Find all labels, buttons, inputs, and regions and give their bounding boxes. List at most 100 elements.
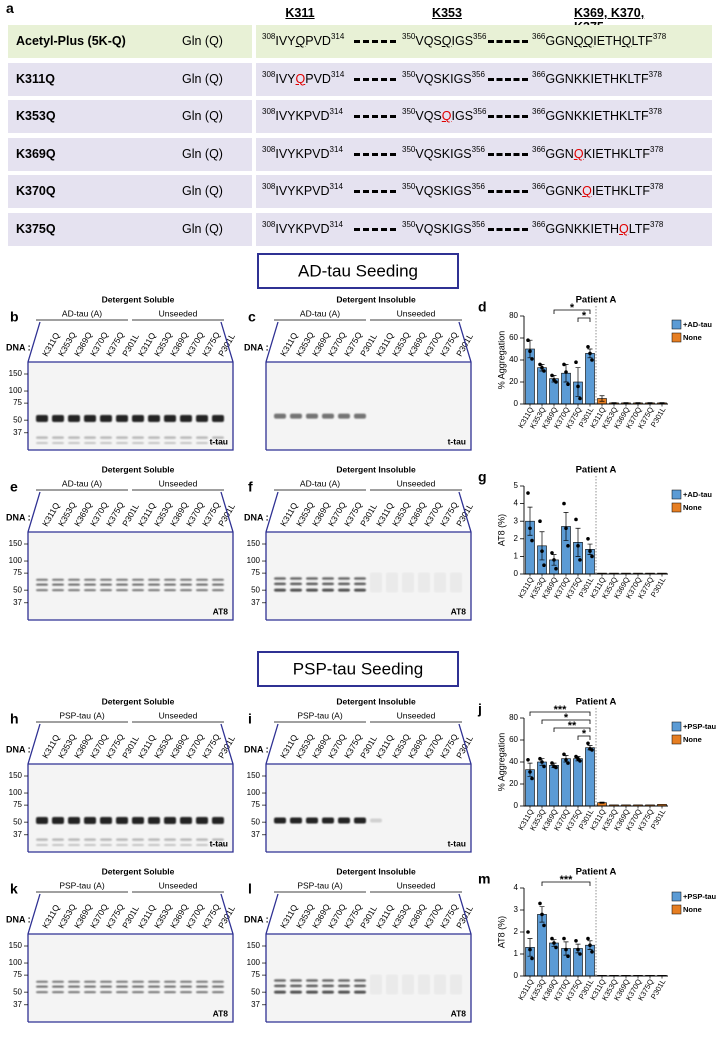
band: [274, 413, 286, 419]
band: [68, 991, 80, 994]
blot-title: Detergent Insoluble: [336, 464, 416, 474]
residue-number: 308: [262, 144, 276, 154]
band: [100, 816, 112, 824]
band: [212, 838, 224, 841]
band: [164, 414, 176, 422]
band: [196, 985, 208, 988]
band: [68, 985, 80, 988]
residue-number: 356: [471, 144, 485, 154]
residue-number: 314: [330, 32, 345, 41]
band: [196, 442, 208, 445]
band: [306, 990, 318, 994]
band: [52, 442, 64, 445]
residues: Q: [621, 34, 632, 48]
residue-number: 366: [532, 32, 546, 41]
marker-label: 50: [13, 585, 22, 594]
band: [274, 979, 286, 982]
residues: QQ: [573, 34, 594, 48]
band: [100, 414, 112, 422]
row-box: [8, 62, 252, 96]
band: [274, 817, 286, 824]
band: [132, 985, 144, 988]
data-point: [562, 501, 566, 506]
band: [148, 991, 160, 994]
band: [68, 816, 80, 824]
group-label: Unseeded: [397, 710, 436, 720]
y-tick-label: 0: [514, 569, 519, 578]
data-point: [554, 380, 558, 384]
sequence: 366GGNKQIETHKLTF378: [532, 183, 663, 199]
band: [84, 985, 96, 988]
data-point: [530, 538, 534, 543]
row-name: K375Q: [16, 222, 56, 236]
sequence: 308IVYKPVD314: [262, 108, 343, 124]
band: [164, 442, 176, 445]
dna-label: DNA :: [6, 342, 31, 352]
legend-label: +AD-tau: [683, 490, 712, 499]
blot-frame: [265, 321, 472, 451]
marker-label: 150: [9, 941, 23, 950]
legend-label: +PSP-tau: [683, 722, 717, 731]
band: [338, 577, 350, 580]
blot-title: Detergent Soluble: [102, 294, 175, 304]
band: [132, 436, 144, 439]
sequence: 366GGNQQIETHQLTF378: [532, 32, 666, 49]
bar: [537, 914, 547, 977]
band: [274, 588, 286, 592]
data-point: [540, 912, 544, 917]
band: [212, 816, 224, 824]
dash-line: [354, 40, 396, 43]
band: [338, 582, 350, 586]
group-label: PSP-tau (A): [59, 710, 105, 720]
marker-label: 100: [9, 788, 23, 797]
data-point: [526, 491, 530, 495]
residue-number: 356: [471, 220, 485, 229]
panel-letter: f: [248, 479, 253, 495]
blot-frame: [27, 723, 234, 853]
band: [100, 578, 112, 581]
y-axis-label: AT8 (%): [496, 514, 506, 546]
residues: IVYKPVD: [275, 222, 330, 236]
residues: IETHKLTF: [591, 184, 651, 199]
axes: [523, 486, 668, 575]
band: [52, 578, 64, 581]
band: [84, 583, 96, 586]
group-label: AD-tau (A): [62, 308, 102, 318]
error-bar: [599, 395, 605, 402]
band: [132, 991, 144, 994]
band: [36, 578, 48, 581]
residue-number: 378: [648, 107, 662, 117]
y-tick-label: 3: [514, 516, 519, 525]
band: [116, 816, 128, 824]
marker-label: 37: [251, 1000, 260, 1009]
group-label: PSP-tau (A): [297, 880, 343, 890]
row-residue: Gln (Q): [182, 71, 223, 86]
significance-label: ***: [554, 704, 568, 716]
band: [52, 985, 64, 988]
band: [148, 980, 160, 983]
residue-number: 314: [329, 182, 343, 192]
antibody-label: t-tau: [210, 838, 228, 848]
error-bar: [611, 402, 617, 404]
marker-label: 75: [13, 568, 22, 577]
band: [274, 582, 286, 586]
band: [180, 583, 192, 586]
band: [116, 414, 128, 422]
legend-swatch: [671, 734, 682, 745]
band: [36, 589, 48, 592]
marker-label: 37: [13, 598, 22, 607]
dash-line: [488, 115, 528, 119]
band: [306, 582, 318, 586]
data-point: [566, 761, 570, 765]
axes: [523, 316, 668, 405]
dash-line: [488, 77, 528, 81]
residues: IETH: [593, 34, 622, 48]
band: [68, 578, 80, 581]
row-box: [8, 175, 252, 209]
band: [100, 436, 112, 439]
band: [116, 436, 128, 439]
blot-membrane: [28, 764, 233, 852]
axes: [523, 718, 668, 807]
band: [418, 974, 430, 995]
